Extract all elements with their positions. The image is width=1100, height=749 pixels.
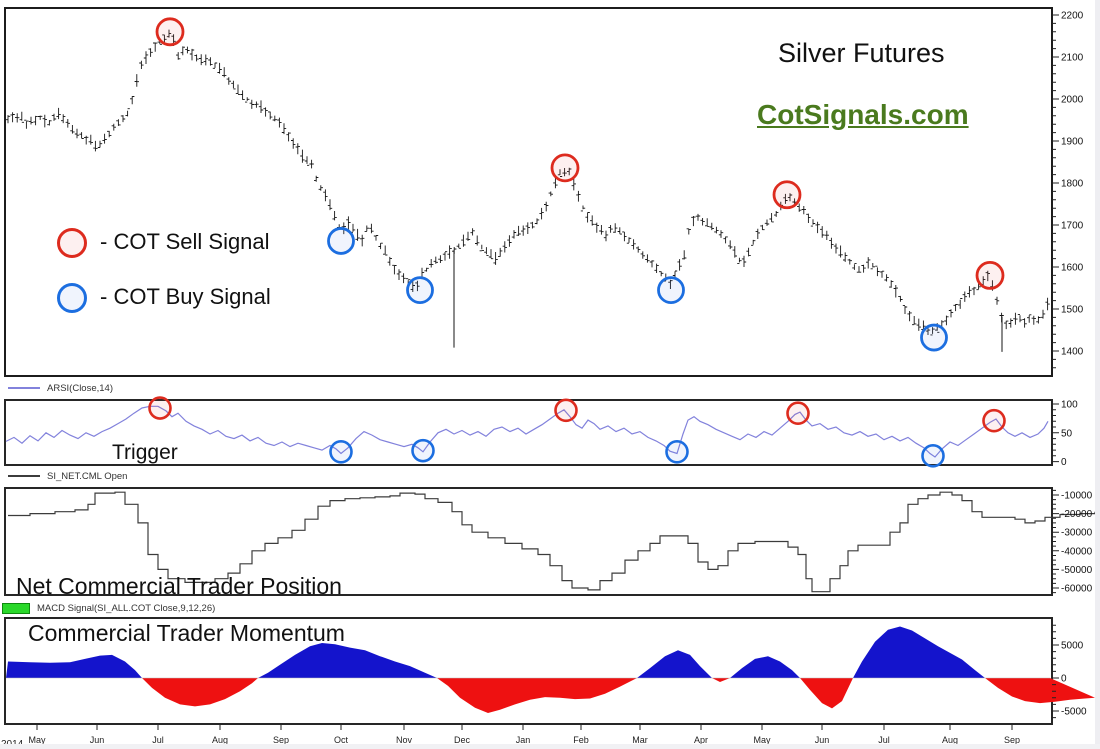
sell-signal-legend-label: - COT Sell Signal (100, 229, 270, 254)
y-axis-label: 5000 (1061, 641, 1084, 652)
x-axis-ticks (36, 725, 1013, 730)
chart-title: Silver Futures (778, 38, 945, 68)
bottom-margin-strip (0, 744, 1100, 749)
y-axis-label: 2200 (1061, 11, 1084, 22)
y-axis-label: -60000 (1061, 584, 1093, 595)
arsi-line-swatch (8, 387, 40, 389)
y-axis-ticks (1052, 403, 1059, 463)
trigger-annotation: Trigger (112, 441, 178, 464)
y-axis-label: -30000 (1061, 528, 1093, 539)
y-axis-label: -20000 (1061, 509, 1093, 520)
y-axis-label: 0 (1061, 457, 1067, 468)
buy-signal-legend-label: - COT Buy Signal (100, 284, 271, 309)
macd-indicator-legend: MACD Signal(SI_ALL.COT Close,9,12,26) (2, 602, 215, 614)
si-indicator-label: SI_NET.CML Open (47, 470, 128, 482)
cotsignals-link[interactable]: CotSignals.com (757, 99, 969, 130)
y-axis-label: -5000 (1061, 707, 1087, 718)
net-position-annotation: Net Commercial Trader Position (16, 573, 342, 599)
right-margin-strip (1095, 0, 1100, 749)
y-axis-label: -40000 (1061, 546, 1093, 557)
y-axis-ticks (1052, 489, 1059, 594)
y-axis-label: 1500 (1061, 305, 1084, 316)
y-axis-label: 1700 (1061, 221, 1084, 232)
y-axis-label: -50000 (1061, 565, 1093, 576)
y-axis-label: -10000 (1061, 491, 1093, 502)
arsi-indicator-legend: ARSI(Close,14) (8, 382, 113, 394)
y-axis-label: 2000 (1061, 95, 1084, 106)
y-axis-label: 0 (1061, 674, 1067, 685)
macd-indicator-label: MACD Signal(SI_ALL.COT Close,9,12,26) (37, 602, 216, 614)
momentum-annotation: Commercial Trader Momentum (28, 620, 345, 646)
y-axis-label: 50 (1061, 428, 1073, 439)
y-axis-label: 1900 (1061, 137, 1084, 148)
y-axis-label: 1600 (1061, 263, 1084, 274)
y-axis-label: 100 (1061, 400, 1078, 411)
si-indicator-legend: SI_NET.CML Open (8, 470, 127, 482)
y-axis-ticks (1052, 14, 1059, 369)
arsi-indicator-label: ARSI(Close,14) (47, 382, 113, 394)
y-axis-label: 1800 (1061, 179, 1084, 190)
macd-color-swatch (2, 602, 30, 614)
y-axis-ticks (1052, 624, 1059, 719)
si-line-swatch (8, 475, 40, 477)
y-axis-label: 1400 (1061, 347, 1084, 358)
y-axis-label: 2100 (1061, 53, 1084, 64)
